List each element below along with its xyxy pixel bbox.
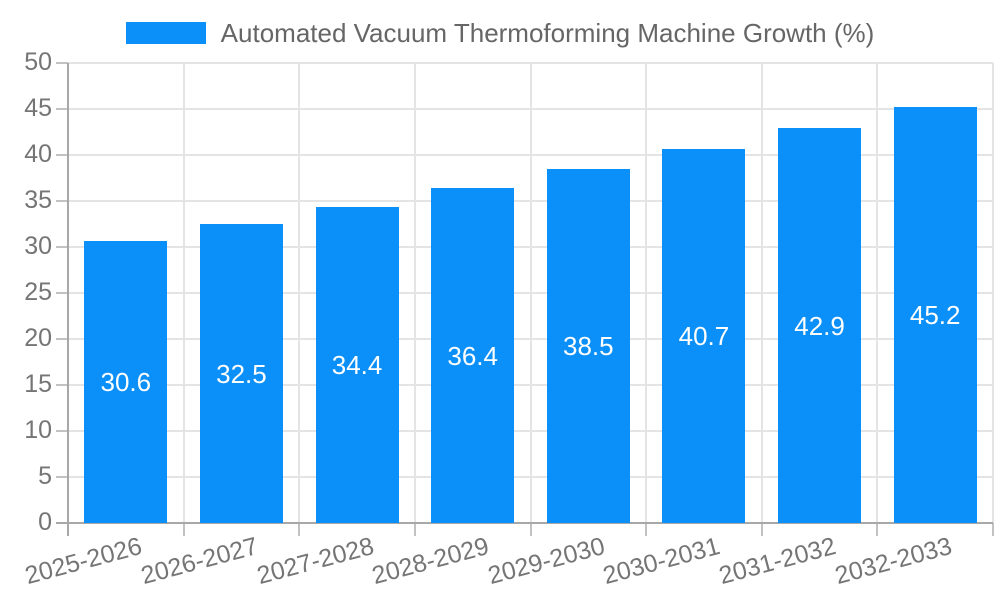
y-axis-tick [56, 384, 68, 386]
x-gridline [876, 63, 879, 523]
x-axis-tick-label: 2030-2031 [600, 532, 724, 590]
y-axis-tick [56, 292, 68, 294]
x-axis-tick-label: 2026-2027 [137, 532, 261, 590]
bar-value-label: 32.5 [216, 358, 267, 389]
bar[interactable] [893, 107, 977, 523]
x-gridline [182, 63, 185, 523]
legend-label: Automated Vacuum Thermoforming Machine G… [220, 17, 875, 48]
x-axis-tick [182, 523, 185, 536]
y-axis-tick-label: 0 [38, 508, 52, 536]
x-gridline [760, 63, 763, 523]
x-gridline [992, 63, 994, 523]
bar-value-label: 42.9 [794, 310, 845, 341]
x-axis-line [56, 522, 993, 524]
x-axis-tick [992, 523, 994, 536]
bar[interactable] [84, 241, 168, 523]
x-gridline [645, 63, 648, 523]
x-axis-tick [298, 523, 301, 536]
y-axis-tick-label: 15 [24, 370, 52, 398]
x-gridline [529, 63, 532, 523]
bar[interactable] [546, 168, 630, 523]
x-gridline [413, 63, 416, 523]
bar-value-label: 36.4 [447, 340, 498, 371]
bar-value-label: 38.5 [563, 330, 614, 361]
y-axis-tick-label: 20 [24, 324, 52, 352]
bar[interactable] [199, 224, 283, 523]
y-axis-line [67, 63, 69, 536]
y-axis-tick [56, 246, 68, 248]
x-gridline [298, 63, 301, 523]
y-axis-tick [56, 476, 68, 478]
x-axis-tick [876, 523, 879, 536]
bar[interactable] [431, 188, 515, 523]
x-axis-tick [413, 523, 416, 536]
x-axis-tick-label: 2029-2030 [484, 532, 608, 590]
bar-value-label: 45.2 [909, 300, 961, 331]
x-axis-tick-label: 2027-2028 [253, 532, 377, 590]
y-axis-tick [56, 154, 68, 156]
legend-swatch [125, 22, 206, 44]
y-axis-tick-label: 45 [24, 94, 52, 122]
x-axis-tick-label: 2031-2032 [716, 532, 839, 590]
y-axis-tick-label: 30 [24, 232, 52, 260]
y-axis-tick [56, 200, 68, 202]
bar-value-label: 34.4 [331, 349, 383, 380]
bar[interactable] [778, 128, 862, 523]
y-axis-tick-label: 10 [24, 416, 52, 444]
y-axis-tick [56, 62, 68, 64]
legend-item[interactable]: Automated Vacuum Thermoforming Machine G… [0, 16, 1000, 50]
x-axis-tick-label: 2028-2029 [369, 532, 492, 590]
y-axis-tick-label: 25 [24, 278, 52, 306]
x-axis-tick-label: 2025-2026 [22, 532, 146, 590]
x-axis-tick [529, 523, 532, 536]
bar[interactable] [315, 206, 399, 523]
bar-value-label: 40.7 [678, 320, 730, 351]
bar-value-label: 30.6 [100, 367, 152, 398]
x-axis-tick [645, 523, 648, 536]
x-axis-tick-label: 2032-2033 [831, 532, 955, 590]
y-axis-tick-label: 40 [24, 140, 52, 168]
bar[interactable] [662, 148, 746, 523]
y-axis-tick [56, 108, 68, 110]
y-axis-tick-label: 35 [24, 186, 52, 214]
x-axis-tick [760, 523, 763, 536]
y-axis-tick-label: 5 [38, 462, 52, 490]
y-axis-tick [56, 338, 68, 340]
y-axis-tick-label: 50 [24, 48, 52, 76]
y-axis-tick [56, 430, 68, 432]
